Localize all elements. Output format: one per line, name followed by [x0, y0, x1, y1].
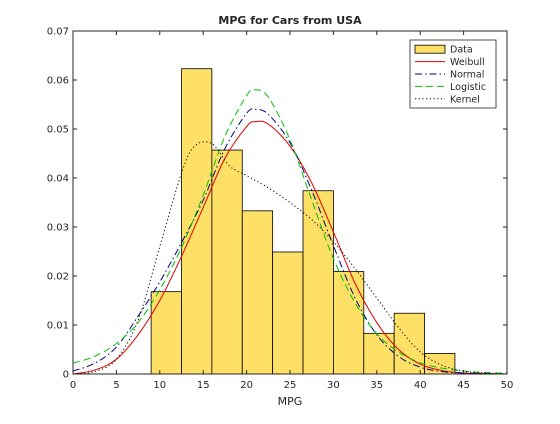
x-tick-label: 15 [197, 380, 210, 391]
curve-weibull [72, 120, 508, 375]
legend-label: Data [450, 45, 473, 56]
x-tick-label: 0 [70, 380, 76, 391]
x-tick-label: 45 [457, 380, 470, 391]
x-tick-label: 20 [240, 380, 253, 391]
x-tick-label: 50 [501, 380, 514, 391]
histogram-bar [424, 353, 456, 375]
curve-logistic [72, 89, 508, 374]
curve-kernel [72, 141, 508, 375]
legend-label: Weibull [450, 57, 485, 68]
legend-label: Logistic [450, 82, 486, 93]
x-tick-label: 40 [414, 380, 427, 391]
y-tick-label: 0.07 [47, 27, 69, 38]
x-axis-ticks: 0 5 10 15 20 25 30 35 40 45 50 [70, 31, 514, 391]
x-tick-label: 35 [370, 380, 383, 391]
histogram-bar [363, 332, 395, 375]
legend-label: Kernel [450, 94, 480, 105]
legend-label: Normal [450, 70, 484, 81]
histogram-bar [393, 312, 425, 375]
histogram-bar [332, 271, 365, 375]
x-tick-label: 5 [113, 380, 119, 391]
y-tick-label: 0.03 [47, 223, 69, 234]
fit-curves [72, 89, 508, 375]
histogram-bar [150, 291, 182, 375]
histogram-bar [241, 210, 274, 375]
x-tick-label: 30 [327, 380, 340, 391]
y-tick-label: 0.06 [47, 76, 69, 87]
histogram-bars [150, 68, 456, 375]
x-tick-label: 10 [153, 380, 166, 391]
histogram-bar [272, 251, 304, 375]
x-tick-label: 25 [284, 380, 297, 391]
y-tick-label: 0.04 [47, 174, 69, 185]
legend-swatch-data [414, 44, 446, 54]
x-axis-label: MPG [278, 395, 303, 408]
y-axis-ticks: 0 0.01 0.02 0.03 0.04 0.05 0.06 0.07 [47, 27, 507, 381]
y-tick-label: 0.01 [47, 321, 69, 332]
curve-normal [72, 108, 508, 375]
histogram-bar [211, 149, 243, 375]
y-tick-label: 0.02 [47, 272, 69, 283]
y-tick-label: 0 [63, 370, 69, 381]
chart-title: MPG for Cars from USA [218, 14, 362, 27]
y-tick-label: 0.05 [47, 125, 69, 136]
